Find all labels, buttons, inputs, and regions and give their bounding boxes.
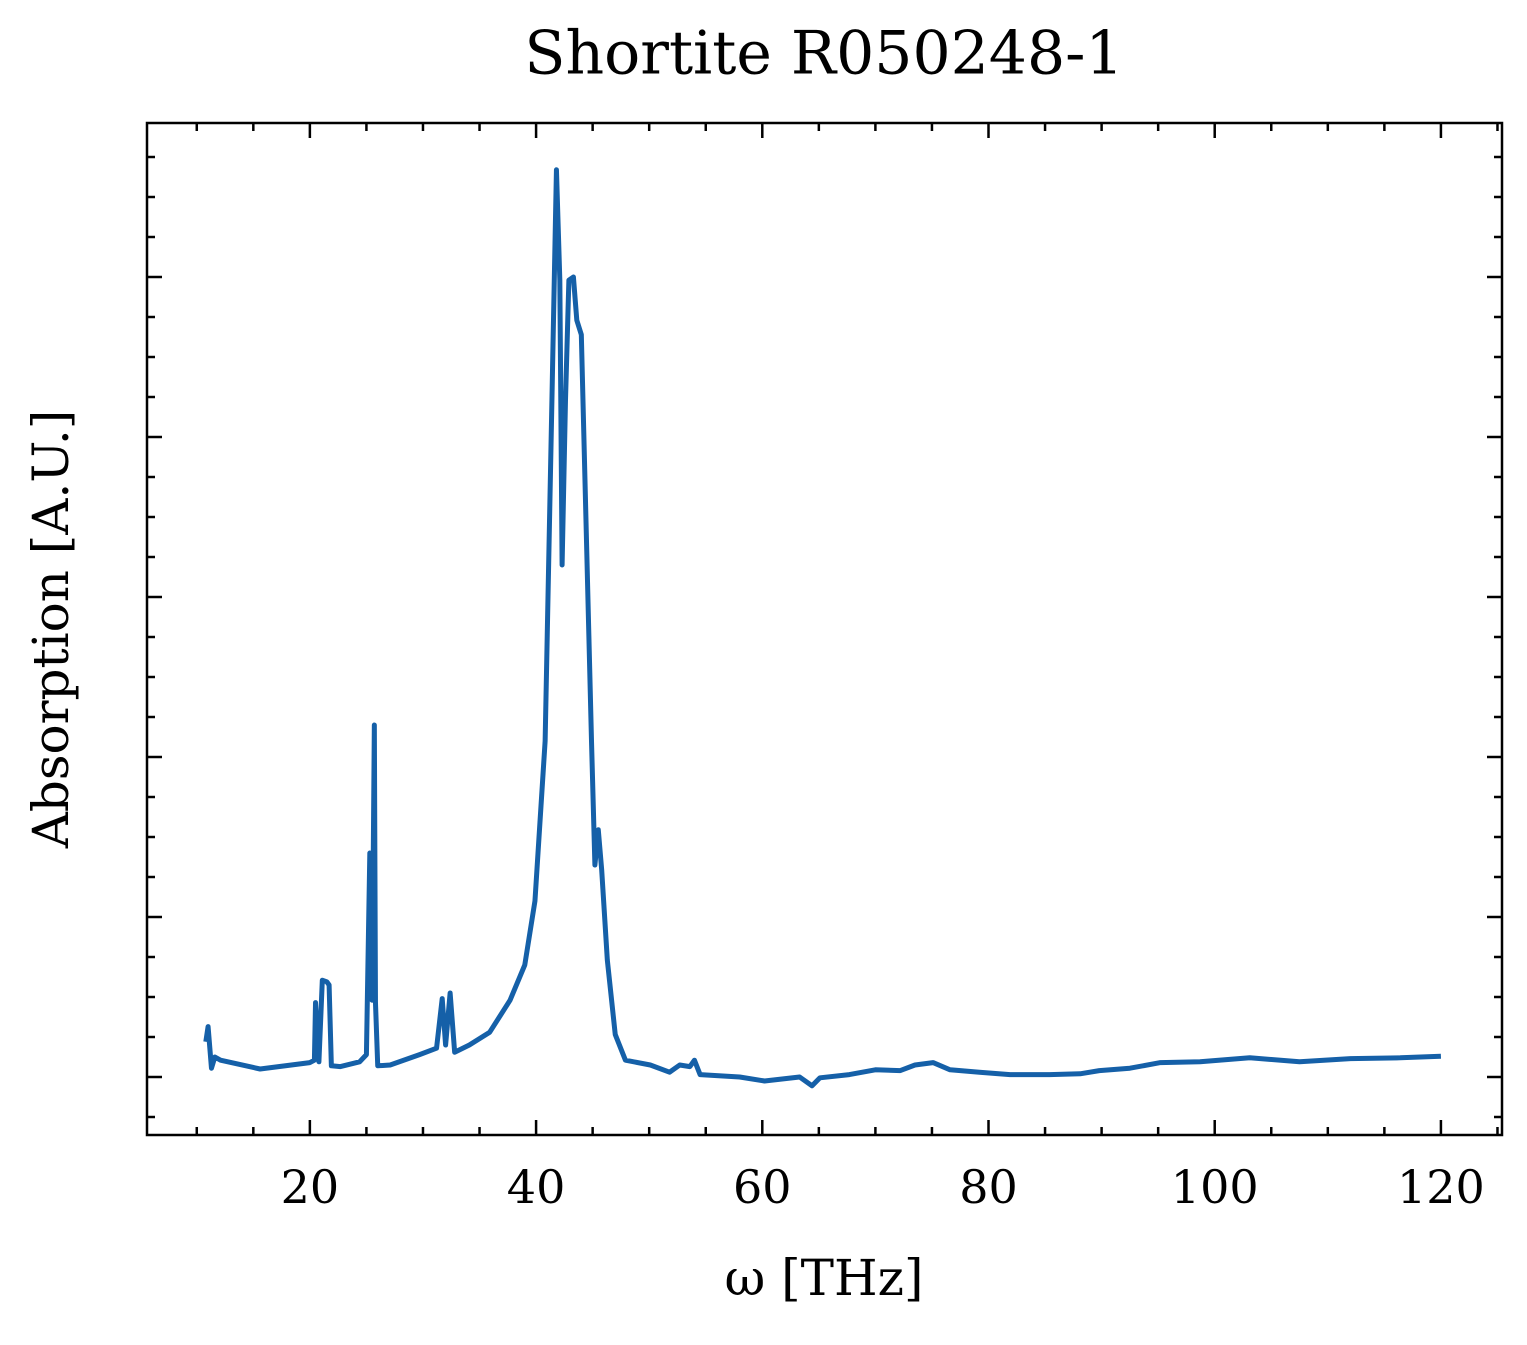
x-tick-label: 120	[1397, 1160, 1485, 1214]
x-tick-label: 100	[1171, 1160, 1259, 1214]
plot-frame	[145, 121, 1504, 1137]
data-line	[203, 167, 1442, 1089]
x-tick-label: 40	[507, 1160, 566, 1214]
x-tick-label: 80	[959, 1160, 1018, 1214]
x-tick-label: 20	[281, 1160, 340, 1214]
x-tick-label: 60	[733, 1160, 792, 1214]
chart-title: Shortite R050248-1	[524, 19, 1123, 89]
y-axis-label: Absorption [A.U.]	[22, 410, 80, 850]
x-axis-label: ω [THz]	[725, 1249, 924, 1307]
